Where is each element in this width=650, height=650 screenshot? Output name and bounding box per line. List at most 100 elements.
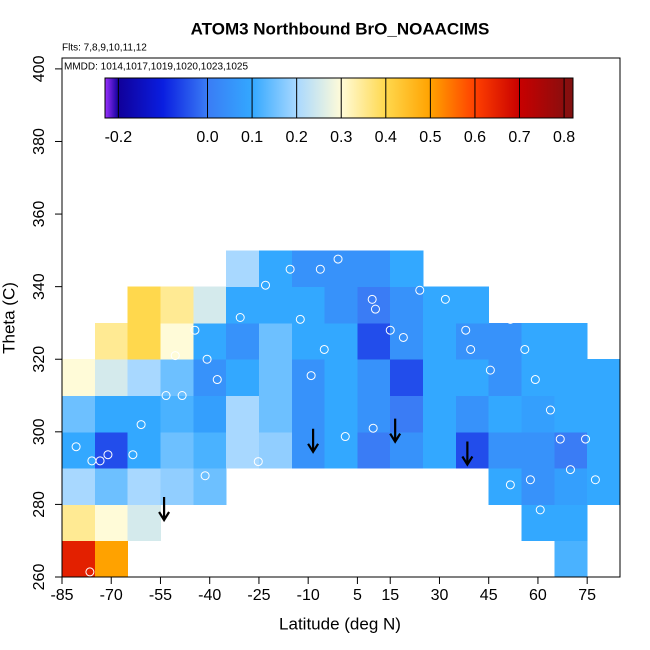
field-cell [226, 250, 260, 288]
field-cell [160, 468, 194, 505]
field-cell [587, 468, 620, 505]
field-cell [554, 504, 588, 542]
field-cell [554, 540, 588, 577]
field-cell [455, 322, 490, 360]
field-cell [521, 504, 555, 542]
y-tick-label: 260 [31, 564, 48, 591]
field-cell [291, 322, 326, 360]
field-cell [160, 286, 194, 324]
field-cell [127, 322, 161, 360]
field-cell [193, 395, 227, 433]
field-cell [324, 359, 358, 397]
colorbar-tick-label: 0.8 [553, 129, 575, 146]
field-cell [521, 359, 555, 397]
observation-point [440, 294, 450, 304]
field-cell [390, 286, 424, 324]
field-cell [324, 395, 358, 433]
x-tick-label: -10 [297, 587, 320, 604]
y-tick-label: 340 [31, 273, 48, 300]
field-cell [521, 431, 555, 469]
field-cell [127, 504, 161, 542]
field-cell [258, 431, 293, 469]
field-cell [587, 359, 620, 397]
field-cell [488, 431, 523, 469]
field-cell [587, 395, 620, 433]
observation-point [295, 314, 305, 324]
field-cell [554, 431, 588, 469]
colorbar-tick-label: 0.6 [464, 129, 486, 146]
field-cell [554, 322, 588, 360]
field-cell [226, 286, 260, 324]
annotation: MMDD: 1014,1017,1019,1020,1023,1025 [64, 62, 248, 73]
field-cell [455, 395, 490, 433]
observation-point [565, 465, 575, 475]
observation-point [466, 344, 476, 354]
colorbar: -0.2 0.0 0.1 0.2 0.3 0.4 0.5 0.6 0.7 0.8 [104, 77, 575, 146]
y-tick-label: 400 [31, 55, 48, 82]
field-cell [423, 286, 457, 324]
observation-point [103, 450, 113, 460]
chart-title: ATOM3 Northbound BrO_NOAACIMS [191, 19, 490, 38]
field-cell [291, 286, 326, 324]
observation-point [190, 325, 200, 335]
x-tick-label: -70 [100, 587, 123, 604]
field-cell [390, 359, 424, 397]
field-cell [62, 359, 96, 397]
x-tick-label: 30 [431, 587, 449, 604]
field-cell [357, 395, 391, 433]
observation-point [340, 432, 350, 442]
observation-point [530, 375, 540, 385]
plot-frame [61, 57, 621, 578]
arrow [158, 497, 171, 523]
field-cell [258, 395, 293, 433]
observation-point [170, 351, 180, 361]
observation-point [71, 442, 81, 452]
field-cell [94, 504, 129, 542]
observation-point [200, 471, 210, 481]
field-cell [521, 468, 555, 505]
field-cell [160, 395, 194, 433]
arrow [389, 418, 402, 444]
observation-point [368, 423, 378, 433]
x-axis-label: Latitude (deg N) [279, 614, 401, 633]
observation-point [385, 325, 395, 335]
y-tick-label: 320 [31, 346, 48, 373]
field-cell [94, 395, 129, 433]
observation-point [319, 344, 329, 354]
observation-point [315, 264, 325, 274]
field-cell [291, 395, 326, 433]
observation-point [128, 450, 138, 460]
field-cell [193, 359, 227, 397]
observation-point [505, 314, 515, 324]
field-cell [127, 468, 161, 505]
arrow [461, 441, 474, 467]
field-cell [554, 468, 588, 505]
colorbar-tick-label: 0.0 [196, 129, 218, 146]
colorbar-tick-label: -0.2 [105, 129, 133, 146]
observation-point [235, 313, 245, 322]
field-cell [521, 322, 555, 360]
colorbar-scale [104, 77, 574, 119]
arrow [307, 428, 320, 454]
observation-point [333, 254, 343, 264]
field-cell [423, 322, 457, 360]
field-cell [62, 540, 96, 577]
field-cell [488, 359, 523, 397]
field-cell [357, 322, 391, 360]
field-cell [160, 322, 194, 360]
field-cell [127, 359, 161, 397]
field-cell [291, 431, 326, 469]
observation-point [525, 475, 535, 485]
field-cell [94, 359, 129, 397]
colorbar-tick-label: 0.1 [241, 129, 263, 146]
colorbar-tick-label: 0.5 [419, 129, 441, 146]
y-tick-label: 360 [31, 201, 48, 228]
field-cell [455, 431, 490, 469]
observation-point [415, 285, 425, 295]
x-tick-label: -55 [149, 587, 172, 604]
observation-point [485, 365, 495, 375]
field-cell [587, 431, 620, 469]
field-cell [554, 359, 588, 397]
